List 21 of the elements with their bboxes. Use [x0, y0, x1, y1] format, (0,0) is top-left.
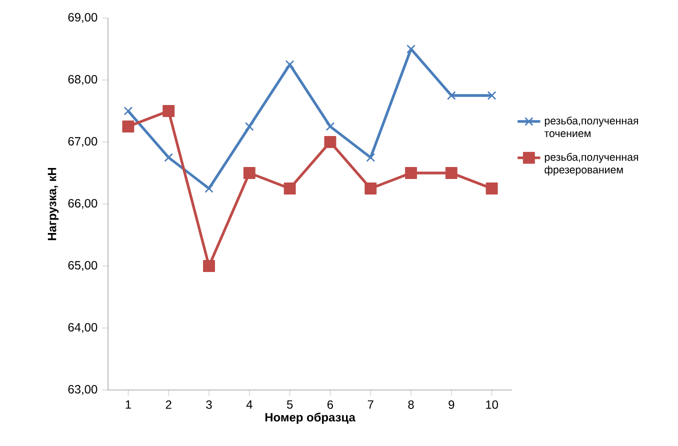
x-tick-label: 5 — [286, 400, 293, 409]
x-tick-label: 3 — [206, 400, 212, 409]
x-tick-label: 4 — [246, 400, 252, 409]
x-tick-label: 10 — [486, 400, 498, 409]
y-tick-label: 68,00 — [68, 75, 98, 85]
y-tick-label: 65,00 — [68, 261, 98, 271]
legend-label: резьба,полученная точением — [544, 116, 638, 138]
y-tick-label: 64,00 — [68, 323, 98, 333]
y-tick-label: 63,00 — [68, 385, 98, 395]
x-tick-label: 6 — [327, 400, 334, 409]
x-tick-label: 1 — [126, 400, 131, 409]
x-tick-label: 9 — [448, 400, 454, 409]
y-tick-label: 69,00 — [68, 13, 98, 23]
y-tick-label: 67,00 — [68, 137, 98, 147]
legend-label: резьба,полученная фрезерованием — [544, 152, 638, 176]
x-axis-title: Номер образца — [265, 412, 356, 424]
x-tick-label: 2 — [166, 400, 172, 409]
y-axis-title: Нагрузка, кН — [48, 168, 59, 240]
x-tick-label: 7 — [368, 400, 374, 409]
x-tick-label: 8 — [408, 400, 414, 409]
y-tick-label: 66,00 — [68, 199, 98, 209]
